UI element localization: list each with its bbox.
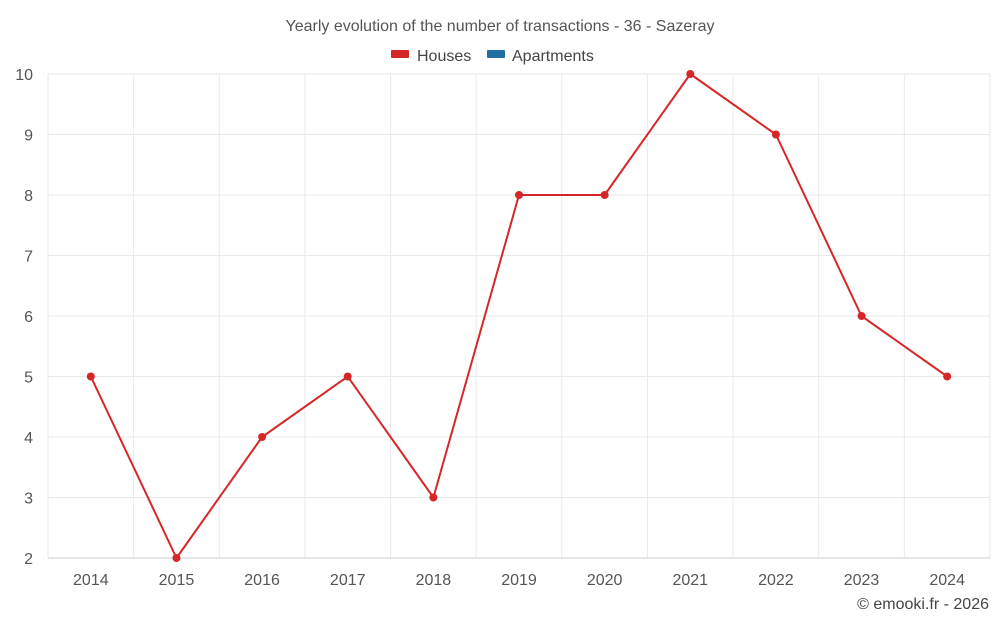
y-tick-label: 5	[24, 370, 33, 387]
legend: Houses Apartments	[391, 48, 594, 65]
y-tick-label: 6	[24, 309, 33, 326]
houses-point-2024[interactable]	[943, 372, 952, 381]
x-tick-label: 2019	[501, 572, 537, 589]
x-tick-label: 2016	[244, 572, 280, 589]
y-tick-label: 8	[24, 188, 33, 205]
x-tick-label: 2018	[416, 572, 452, 589]
y-tick-label: 10	[15, 67, 33, 84]
houses-point-2022[interactable]	[771, 130, 780, 139]
y-tick-label: 2	[24, 551, 33, 568]
x-tick-label: 2020	[587, 572, 623, 589]
houses-point-2016[interactable]	[258, 433, 267, 441]
legend-item-apartments[interactable]: Apartments	[487, 48, 594, 65]
x-tick-label: 2017	[330, 572, 366, 589]
houses-point-2020[interactable]	[600, 191, 609, 199]
houses-point-2023[interactable]	[857, 312, 866, 320]
legend-item-houses[interactable]: Houses	[391, 48, 471, 65]
houses-point-2015[interactable]	[172, 554, 181, 562]
axes: 2 3 4 5 6 7 8 9 10 2014 2015 2016 2017 2018 2019 2020 20…	[15, 67, 990, 589]
series-houses	[86, 70, 952, 562]
grid	[47, 73, 991, 559]
houses-point-2019[interactable]	[515, 191, 523, 199]
legend-swatch-apartments	[487, 50, 505, 58]
credit-text: © emooki.fr - 2026	[857, 596, 989, 613]
y-tick-label: 7	[24, 249, 33, 266]
houses-point-2018[interactable]	[429, 493, 438, 502]
legend-label-apartments: Apartments	[512, 48, 594, 65]
y-tick-label: 4	[24, 430, 33, 447]
houses-point-2017[interactable]	[343, 372, 352, 381]
y-tick-label: 3	[24, 491, 33, 508]
houses-point-2014[interactable]	[86, 372, 95, 381]
x-tick-label: 2015	[159, 572, 195, 589]
x-tick-label: 2023	[844, 572, 880, 589]
x-tick-label: 2022	[758, 572, 794, 589]
y-tick-label: 9	[24, 128, 33, 145]
legend-label-houses: Houses	[417, 48, 471, 65]
x-tick-label: 2021	[672, 572, 708, 589]
x-tick-label: 2024	[929, 572, 965, 589]
chart-title: Yearly evolution of the number of transa…	[286, 18, 715, 35]
legend-swatch-houses	[391, 50, 409, 58]
x-tick-label: 2014	[73, 572, 109, 589]
houses-point-2021[interactable]	[686, 70, 695, 78]
